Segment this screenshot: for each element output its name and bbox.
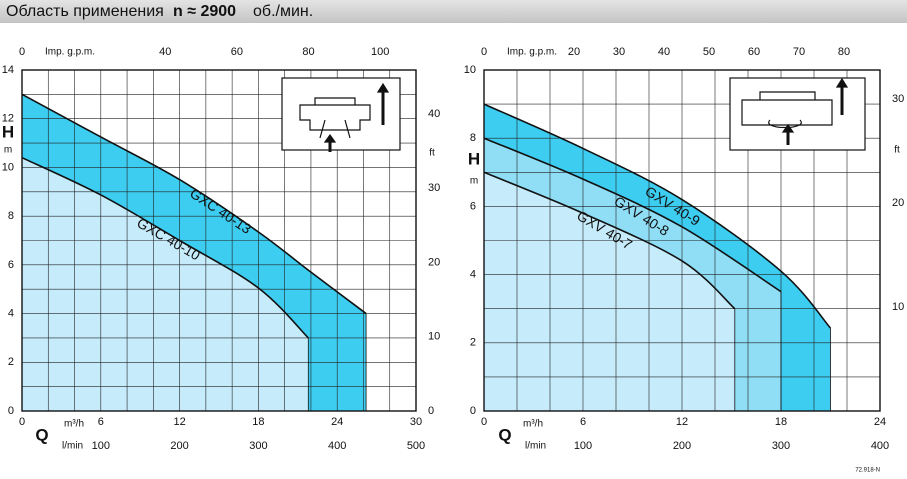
footer-code: 72.918-N <box>855 468 880 474</box>
x-tick-label: 12 <box>676 416 688 428</box>
x-tick-label: 6 <box>98 416 104 428</box>
x3-tick-label: 200 <box>673 440 691 452</box>
y2-tick-label: 30 <box>428 182 440 194</box>
y-tick-label: 4 <box>8 307 14 319</box>
area-fill <box>22 157 309 411</box>
y-tick-label: 12 <box>2 113 14 125</box>
y-axis-unit: m <box>470 176 478 187</box>
y-tick-label: 0 <box>470 405 476 417</box>
x-tick-label: 30 <box>410 416 422 428</box>
x3-axis-unit: l/min <box>525 441 546 452</box>
y2-tick-label: 20 <box>892 197 904 209</box>
y-tick-label: 2 <box>8 356 14 368</box>
plot-frame <box>21 69 417 412</box>
x2-tick-label: 100 <box>371 46 389 58</box>
y2-tick-label: 30 <box>892 93 904 105</box>
curve <box>21 93 367 315</box>
pump-icon <box>281 77 866 152</box>
x3-tick-label: 300 <box>772 440 790 452</box>
y2-tick-label: 10 <box>892 301 904 313</box>
y2-axis-unit: ft <box>429 148 435 159</box>
y-tick-label: 10 <box>2 161 14 173</box>
x-axis-unit: m³/h <box>64 419 84 430</box>
y-tick-label: 8 <box>8 210 14 222</box>
x2-tick-label: 0 <box>19 46 25 58</box>
x2-tick-label: 80 <box>302 46 314 58</box>
x-tick-label: 0 <box>19 416 25 428</box>
x3-tick-label: 400 <box>871 440 889 452</box>
curve <box>483 171 736 310</box>
x2-tick-label: 70 <box>793 46 805 58</box>
y2-tick-label: 40 <box>428 108 440 120</box>
y2-tick-label: 10 <box>428 331 440 343</box>
x2-tick-label: 30 <box>613 46 625 58</box>
curve <box>483 137 782 293</box>
x-tick-label: 12 <box>173 416 185 428</box>
header-speed: n ≈ 2900 <box>173 3 237 20</box>
x-axis-label: Q <box>498 425 511 444</box>
x-tick-label: 24 <box>331 416 343 428</box>
x2-tick-label: 60 <box>231 46 243 58</box>
x-axis-unit: m³/h <box>523 419 543 430</box>
x3-tick-label: 200 <box>170 440 188 452</box>
x-tick-label: 6 <box>580 416 586 428</box>
x-tick-label: 0 <box>481 416 487 428</box>
x-tick-label: 24 <box>874 416 886 428</box>
x2-tick-label: 40 <box>658 46 670 58</box>
x3-tick-label: 500 <box>407 440 425 452</box>
x2-axis-label: Imp. g.p.m. <box>507 47 557 58</box>
x3-tick-label: 300 <box>249 440 267 452</box>
x2-tick-label: 80 <box>838 46 850 58</box>
x-tick-label: 18 <box>252 416 264 428</box>
y-tick-label: 8 <box>470 132 476 144</box>
x2-tick-label: 50 <box>703 46 715 58</box>
y2-tick-label: 20 <box>428 256 440 268</box>
header-title: Область применения <box>6 3 164 20</box>
y2-axis-unit: ft <box>894 145 900 156</box>
x2-axis-label: Imp. g.p.m. <box>45 47 95 58</box>
y-tick-label: 2 <box>470 337 476 349</box>
x2-tick-label: 0 <box>481 46 487 58</box>
y-tick-label: 10 <box>464 64 476 76</box>
x2-tick-label: 20 <box>568 46 580 58</box>
header-bar: Область применения n ≈ 2900 об./мин. <box>0 0 907 23</box>
x3-tick-label: 100 <box>574 440 592 452</box>
x3-tick-label: 100 <box>92 440 110 452</box>
curve <box>483 103 832 329</box>
y-axis-label: H <box>2 122 14 141</box>
x-tick-label: 18 <box>775 416 787 428</box>
area-fill <box>484 172 735 411</box>
y2-tick-label: 0 <box>428 405 434 417</box>
y-axis-unit: m <box>4 145 12 156</box>
y-tick-label: 6 <box>470 200 476 212</box>
y-tick-label: 4 <box>470 269 476 281</box>
y-axis-label: H <box>468 149 480 168</box>
x2-tick-label: 60 <box>748 46 760 58</box>
y-tick-label: 6 <box>8 259 14 271</box>
x-axis-label: Q <box>35 425 48 444</box>
x3-axis-unit: l/min <box>62 441 83 452</box>
y-tick-label: 0 <box>8 405 14 417</box>
plot-frame <box>483 69 881 412</box>
header-unit: об./мин. <box>253 3 314 20</box>
x3-tick-label: 400 <box>328 440 346 452</box>
y-tick-label: 14 <box>2 64 14 76</box>
curve <box>21 156 309 339</box>
x2-tick-label: 40 <box>159 46 171 58</box>
